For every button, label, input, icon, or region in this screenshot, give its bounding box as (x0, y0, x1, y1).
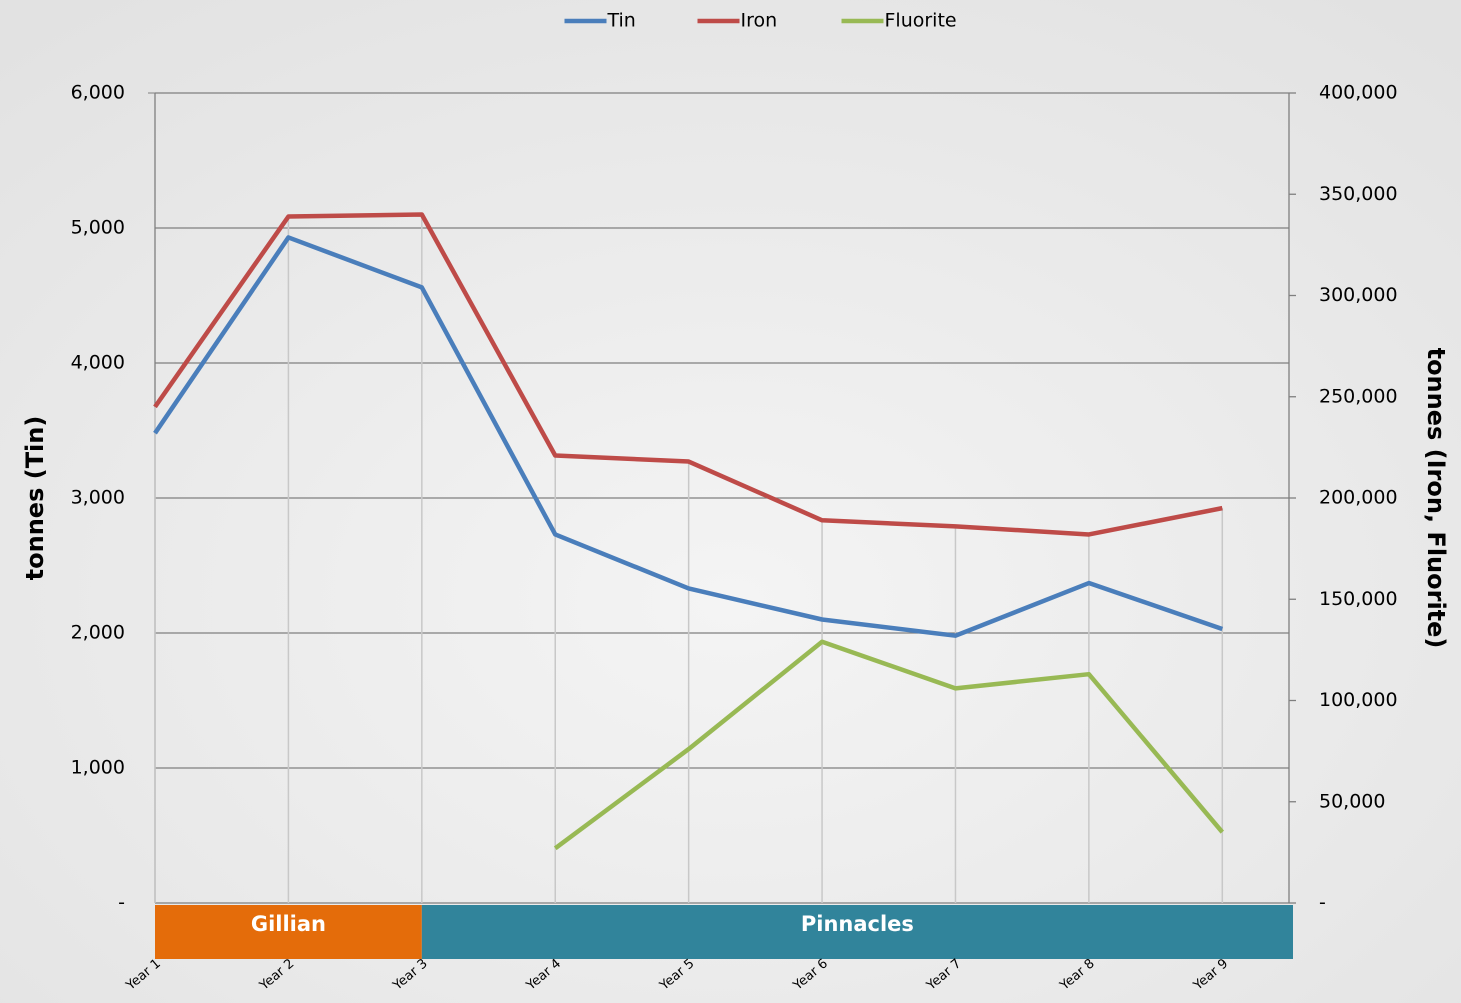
y2-tick-label: 50,000 (1319, 790, 1385, 812)
y2-tick-label: - (1319, 892, 1326, 914)
legend-label: Iron (741, 10, 778, 32)
region-label: Gillian (251, 912, 326, 936)
y-tick-label: 3,000 (71, 487, 125, 509)
y2-tick-label: 400,000 (1319, 82, 1398, 104)
y-tick-label: 2,000 (71, 622, 125, 644)
y-tick-label: 1,000 (71, 757, 125, 779)
y-tick-label: 5,000 (71, 217, 125, 239)
y2-tick-label: 200,000 (1319, 487, 1398, 509)
y-tick-label: 6,000 (71, 82, 125, 104)
region-label: Pinnacles (801, 912, 914, 936)
y-tick-label: 4,000 (71, 352, 125, 374)
y-axis-title: tonnes (Tin) (21, 416, 49, 581)
y-tick-label: - (118, 892, 125, 914)
y2-tick-label: 100,000 (1319, 689, 1398, 711)
legend-label: Fluorite (885, 10, 957, 32)
y2-tick-label: 350,000 (1319, 183, 1398, 205)
series-line (153, 212, 1223, 537)
y2-tick-label: 300,000 (1319, 284, 1398, 306)
series-line (553, 639, 1225, 851)
y2-axis-title: tonnes (Iron, Fluorite) (1422, 348, 1450, 649)
region-band (155, 905, 422, 959)
y2-tick-label: 150,000 (1319, 588, 1398, 610)
series-line (153, 235, 1224, 638)
region-band (421, 905, 1294, 959)
legend-label: Tin (607, 10, 636, 32)
y2-tick-label: 250,000 (1319, 385, 1398, 407)
